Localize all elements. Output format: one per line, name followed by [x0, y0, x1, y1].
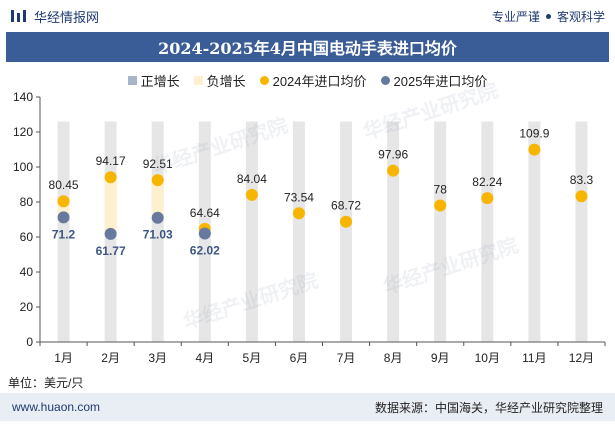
x-tick-label: 3月 — [148, 351, 167, 365]
unit-label: 单位：美元/只 — [8, 376, 84, 390]
data-label-2024: 97.96 — [378, 148, 408, 162]
data-label-2024: 92.51 — [143, 157, 173, 171]
point-2025 — [151, 211, 164, 224]
y-tick-label: 140 — [13, 90, 33, 104]
negative-growth-bar — [151, 180, 164, 218]
top-bar: 华经情报网 专业严谨 客观科学 — [0, 0, 615, 32]
point-2024 — [528, 143, 541, 156]
y-tick-label: 80 — [20, 195, 34, 209]
category-band — [57, 121, 70, 342]
data-label-2025: 61.77 — [96, 244, 126, 258]
point-2024 — [434, 199, 447, 212]
data-label-2025: 71.03 — [143, 228, 173, 242]
header-tags: 专业严谨 客观科学 — [492, 8, 605, 25]
x-tick-label: 9月 — [431, 351, 450, 365]
x-tick-label: 7月 — [337, 351, 356, 365]
tag-objective: 客观科学 — [556, 9, 605, 24]
brand[interactable]: 华经情报网 — [10, 7, 99, 26]
separator-dot-icon — [545, 13, 551, 19]
category-band — [575, 121, 588, 342]
data-label-2024: 73.54 — [284, 190, 314, 204]
x-tick-label: 5月 — [243, 351, 262, 365]
point-2024 — [57, 195, 70, 208]
legend-swatch-2024 — [259, 75, 269, 85]
data-label-2024: 84.04 — [237, 172, 267, 186]
x-tick-label: 2月 — [101, 351, 120, 365]
x-tick-label: 12月 — [569, 351, 594, 365]
data-label-2024: 78 — [434, 183, 448, 197]
point-2024 — [245, 188, 258, 201]
legend-item-negative[interactable]: 负增长 — [193, 71, 246, 90]
brand-name: 华经情报网 — [34, 9, 100, 25]
y-tick-label: 100 — [13, 160, 33, 174]
data-label-2024: 68.72 — [331, 199, 361, 213]
data-label-2024: 83.3 — [570, 173, 594, 187]
x-tick-label: 8月 — [384, 351, 403, 365]
footer-source: 数据来源：中国海关，华经产业研究院整理 — [374, 400, 603, 415]
point-2024 — [292, 207, 305, 220]
point-2025 — [104, 227, 117, 240]
y-tick-label: 20 — [20, 300, 34, 314]
legend-item-2025[interactable]: 2025年进口均价 — [380, 71, 488, 90]
category-band — [434, 121, 447, 342]
data-label-2025: 62.02 — [190, 243, 220, 257]
y-tick-label: 120 — [13, 125, 33, 139]
legend-label-2024: 2024年进口均价 — [272, 73, 367, 89]
footer: www.huaon.com 数据来源：中国海关，华经产业研究院整理 — [0, 393, 615, 421]
point-2024 — [151, 174, 164, 187]
point-2024 — [575, 190, 588, 203]
legend-swatch-negative — [193, 75, 203, 85]
data-label-2024: 109.9 — [519, 127, 549, 141]
x-tick-label: 10月 — [475, 351, 500, 365]
x-tick-label: 4月 — [195, 351, 214, 365]
data-label-2024: 80.45 — [49, 178, 79, 192]
data-label-2025: 71.2 — [52, 227, 76, 241]
point-2024 — [104, 171, 117, 184]
category-band — [245, 121, 258, 342]
legend-label-2025: 2025年进口均价 — [393, 73, 488, 89]
data-label-2024: 94.17 — [96, 154, 126, 168]
legend-swatch-2025 — [380, 75, 390, 85]
y-tick-label: 0 — [26, 335, 33, 349]
point-2025 — [198, 227, 211, 240]
legend-item-positive[interactable]: 正增长 — [127, 71, 180, 90]
data-label-2024: 82.24 — [472, 175, 502, 189]
category-band — [528, 121, 541, 342]
legend-label-positive: 正增长 — [140, 73, 180, 89]
legend-label-negative: 负增长 — [206, 73, 246, 89]
category-band — [340, 121, 353, 342]
point-2024 — [340, 215, 353, 228]
y-tick-label: 60 — [20, 230, 34, 244]
x-tick-label: 6月 — [290, 351, 309, 365]
x-tick-label: 1月 — [54, 351, 73, 365]
point-2024 — [481, 192, 494, 205]
data-label-2024: 64.64 — [190, 206, 220, 220]
category-band — [481, 121, 494, 342]
negative-growth-bar — [104, 177, 117, 234]
chart-title: 2024-2025年4月中国电动手表进口均价 — [6, 32, 609, 62]
category-band — [387, 121, 400, 342]
tag-rigorous: 专业严谨 — [491, 9, 540, 24]
brand-logo-icon — [11, 10, 26, 22]
category-band — [292, 121, 305, 342]
legend-swatch-positive — [127, 75, 137, 85]
chart-legend: 正增长 负增长 2024年进口均价 2025年进口均价 — [0, 70, 615, 90]
footer-site-link[interactable]: www.huaon.com — [12, 400, 101, 414]
y-tick-label: 40 — [20, 265, 34, 279]
legend-item-2024[interactable]: 2024年进口均价 — [259, 71, 367, 90]
point-2024 — [387, 164, 400, 177]
x-tick-label: 11月 — [522, 351, 546, 365]
point-2025 — [57, 211, 70, 224]
